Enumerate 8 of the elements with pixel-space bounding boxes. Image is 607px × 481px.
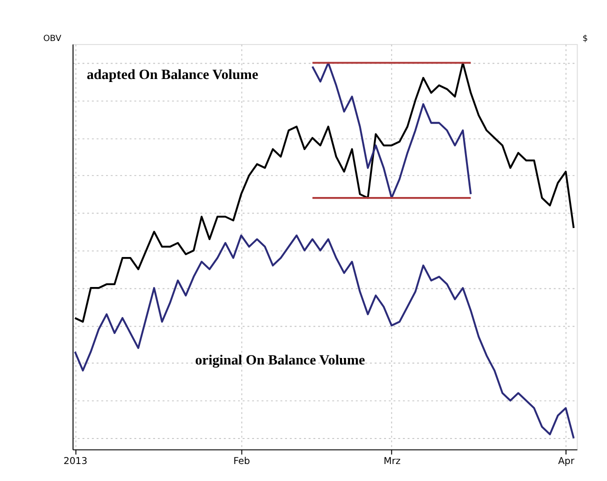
y-axis-title: OBV [43, 33, 62, 44]
x-tick-label: Apr [558, 456, 574, 467]
y2-axis-title: $ [582, 33, 588, 44]
annotation: adapted On Balance Volume [86, 66, 258, 83]
x-tick-label: Feb [233, 456, 250, 467]
x-tick-label: Mrz [384, 456, 401, 467]
x-tick-label: 2013 [63, 456, 88, 467]
annotation: original On Balance Volume [195, 352, 366, 369]
